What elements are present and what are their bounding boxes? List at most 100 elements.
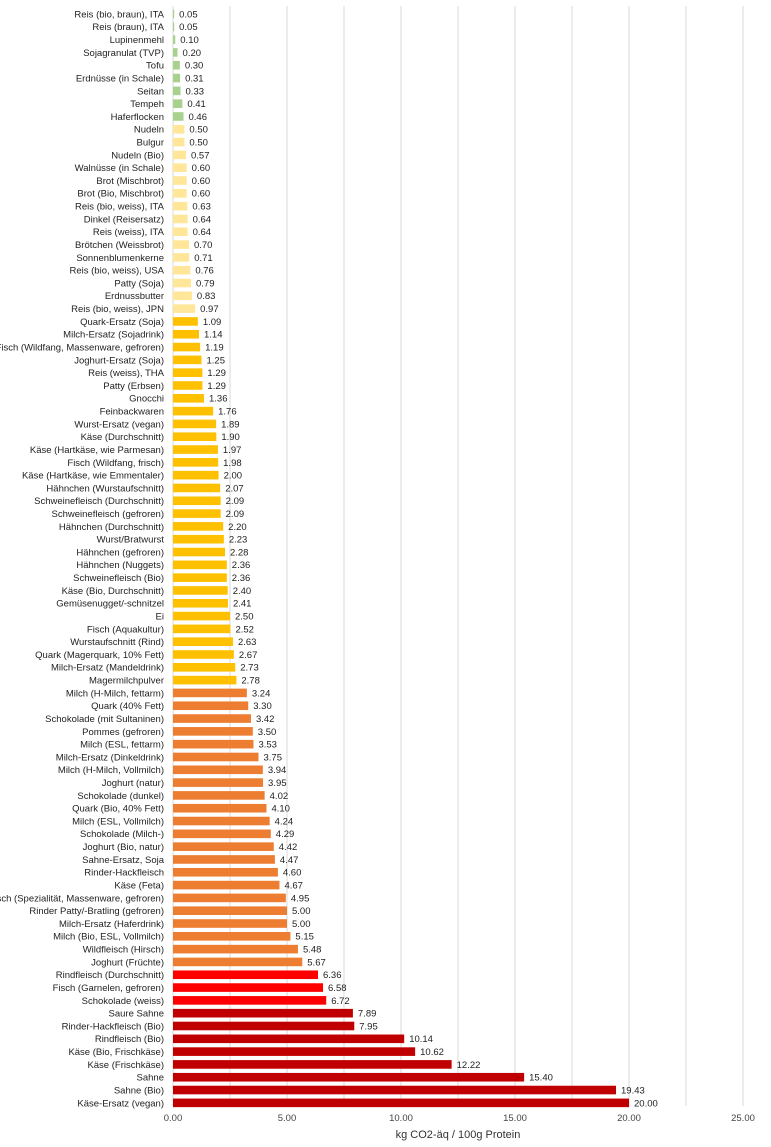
data-label: 0.10 [180, 35, 199, 46]
bar [173, 137, 185, 147]
category-label: Reis (weiss), THA [88, 368, 164, 379]
x-tick-label: 25.00 [731, 1113, 755, 1124]
category-label: Schweinefleisch (Durchschnitt) [34, 496, 164, 507]
gridlines [172, 6, 744, 1106]
bar [173, 227, 188, 237]
category-label: Joghurt (Früchte) [91, 957, 164, 968]
bar [173, 176, 187, 185]
category-label: Patty (Erbsen) [103, 381, 164, 392]
data-label: 1.89 [221, 419, 240, 430]
category-label: Tempeh [130, 99, 164, 110]
data-label: 2.00 [224, 471, 243, 482]
bar [173, 867, 278, 877]
data-label: 2.07 [225, 483, 244, 494]
category-label: Reis (weiss), ITA [93, 227, 165, 238]
data-label: 6.36 [323, 970, 342, 981]
bar [173, 842, 274, 851]
data-label: 2.52 [235, 624, 254, 635]
data-label: 10.14 [409, 1034, 433, 1045]
bar [173, 637, 233, 646]
bar [173, 445, 218, 454]
bar [173, 253, 190, 262]
data-label: 1.97 [223, 445, 242, 456]
bar [173, 150, 186, 160]
category-label: Milch (H-Milch, Vollmilch) [58, 765, 164, 776]
category-label: Hähnchen (Wurstaufschnitt) [46, 483, 164, 494]
category-label: Sahne (Bio) [114, 1085, 164, 1096]
data-label: 10.62 [420, 1047, 444, 1058]
bar [173, 22, 175, 32]
category-label: Rindfleisch (Durchschnitt) [56, 970, 164, 981]
bar [173, 880, 280, 890]
category-label: Feinbackwaren [100, 407, 164, 418]
data-label: 15.40 [529, 1073, 553, 1084]
bar [173, 1072, 525, 1082]
bar [173, 73, 181, 83]
data-label: 7.95 [359, 1021, 378, 1032]
category-label: Quark (40% Fett) [91, 701, 164, 712]
x-axis-title: kg CO2-äq / 100g Protein [396, 1129, 521, 1141]
bar [173, 586, 228, 595]
bar [173, 701, 249, 711]
category-label: Käse-Ersatz (vegan) [77, 1098, 164, 1109]
data-label: 0.70 [194, 240, 213, 251]
data-label: 0.71 [194, 253, 213, 264]
data-label: 1.98 [223, 458, 242, 469]
category-label: Rinder Patty/-Bratling (gefroren) [29, 906, 164, 917]
bar [173, 855, 275, 864]
bar [173, 944, 298, 954]
data-label: 1.09 [203, 317, 222, 328]
data-label: 3.75 [264, 752, 283, 763]
category-label: Milch (ESL, fettarm) [80, 740, 164, 751]
value-labels: 0.05 0.05 0.10 0.20 0.300.31 0.33 0.41 0.46 0.50… [179, 9, 658, 1109]
bar [173, 394, 205, 403]
category-label: Joghurt (Bio, natur) [83, 842, 164, 853]
data-label: 2.36 [232, 573, 251, 584]
category-label: Joghurt-Ersatz (Soja) [74, 355, 164, 366]
category-label: Reis (bio, braun), ITA [74, 9, 164, 20]
data-label: 2.09 [226, 509, 245, 520]
bar [173, 112, 184, 121]
data-label: 0.79 [196, 278, 215, 289]
category-label: Rinder-Hackfleisch (Bio) [62, 1021, 164, 1032]
category-label: Schokolade (dunkel) [77, 791, 164, 802]
category-label: Reis (bio, weiss), JPN [71, 304, 164, 315]
data-label: 3.50 [258, 727, 277, 738]
category-label: Rindfleisch (Bio) [95, 1034, 164, 1045]
data-label: 1.19 [205, 342, 224, 353]
bar [173, 1060, 452, 1069]
bar [173, 778, 264, 787]
category-label: Gnocchi [129, 394, 164, 405]
category-label: Fisch (Wildfang, Massenware, gefroren) [0, 342, 164, 353]
category-label: Sonnenblumenkerne [76, 253, 164, 264]
bar [173, 1085, 617, 1095]
category-label: Fisch (Garnelen, gefroren) [53, 983, 164, 994]
category-label: Milch (Bio, ESL, Vollmilch) [53, 932, 164, 943]
data-label: 0.46 [188, 112, 207, 123]
category-label: Milch-Ersatz (Dinkeldrink) [56, 752, 164, 763]
bar [173, 9, 175, 19]
category-label: Wurst/Bratwurst [97, 535, 165, 546]
category-label: Käse (Bio, Frischkäse) [68, 1047, 164, 1058]
data-label: 0.30 [185, 61, 204, 72]
category-label: Hähnchen (Nuggets) [76, 560, 164, 571]
data-label: 5.48 [303, 945, 322, 956]
category-label: Sojagranulat (TVP) [83, 48, 164, 59]
data-label: 2.09 [226, 496, 245, 507]
x-tick-label: 20.00 [617, 1113, 641, 1124]
category-label: Nudeln (Bio) [111, 150, 164, 161]
x-tick-label: 10.00 [389, 1113, 413, 1124]
bar [173, 791, 265, 800]
bar [173, 432, 217, 442]
category-label: Käse (Frischkäse) [87, 1060, 164, 1071]
data-label: 1.29 [207, 381, 226, 392]
data-label: 20.00 [634, 1098, 658, 1109]
bar [173, 1047, 416, 1056]
category-label: Brötchen (Weissbrot) [75, 240, 164, 251]
bar [173, 598, 228, 608]
bar [173, 342, 201, 352]
data-label: 3.24 [252, 688, 271, 699]
category-label: Reis (bio, weiss), USA [70, 266, 165, 277]
bar [173, 329, 199, 339]
data-label: 5.00 [292, 906, 311, 917]
